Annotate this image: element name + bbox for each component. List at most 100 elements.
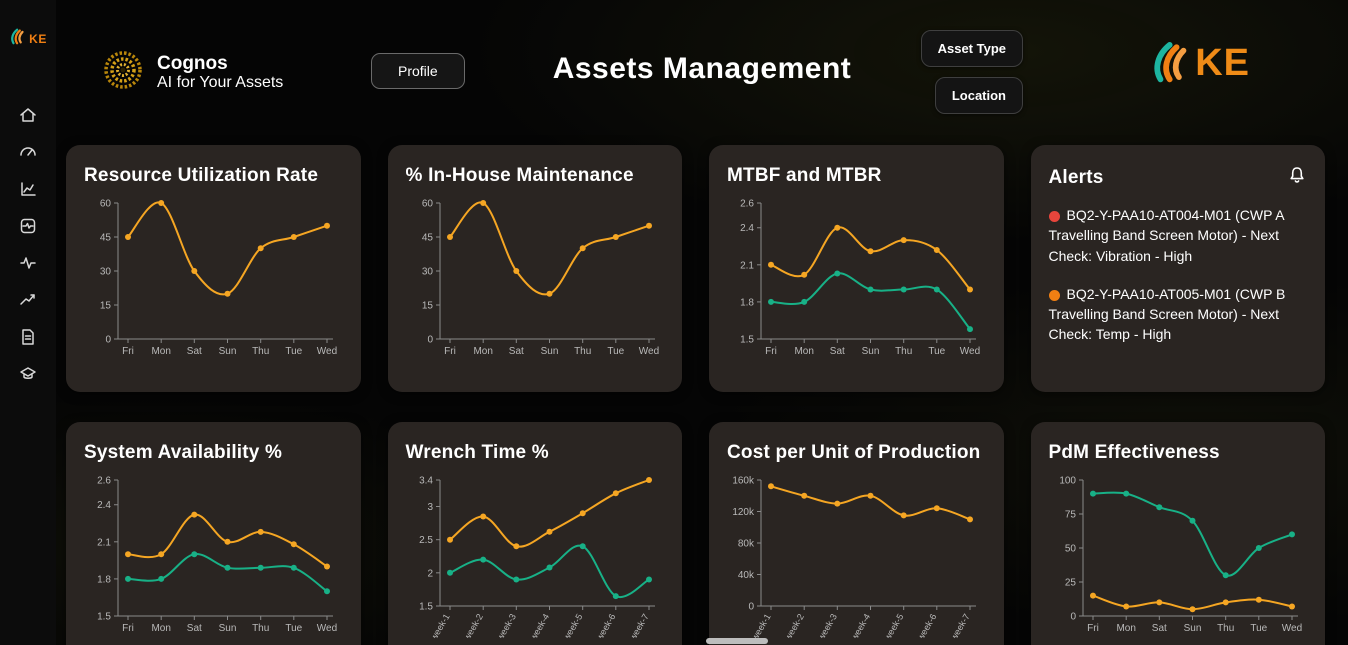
svg-text:Sun: Sun [862, 346, 880, 357]
sidebar-item-trends[interactable] [10, 284, 46, 321]
svg-text:Fri: Fri [444, 346, 456, 357]
svg-text:week-1: week-1 [428, 612, 452, 638]
svg-text:75: 75 [1064, 510, 1076, 521]
page-title: Assets Management [552, 52, 852, 85]
alerts-title: Alerts [1048, 167, 1104, 188]
sidebar-item-reports[interactable] [10, 321, 46, 358]
card-title: Cost per Unit of Production [727, 442, 981, 463]
svg-text:0: 0 [105, 335, 111, 346]
pdm-effectiveness-chart: 0 25 50 75 100 Fri Mon Sat Sun Thu Tue Wed [1049, 470, 1308, 638]
sidebar-item-training[interactable] [10, 358, 46, 395]
svg-text:Fri: Fri [765, 346, 777, 357]
svg-text:2.5: 2.5 [419, 535, 433, 546]
svg-text:2.6: 2.6 [740, 199, 754, 210]
mtbf-mtbr-chart: 1.5 1.8 2.1 2.4 2.6 Fri Mon Sat Sun Thu Tue Wed [727, 193, 986, 361]
report-icon [18, 327, 38, 352]
svg-text:Thu: Thu [895, 346, 912, 357]
sidebar: KE [0, 0, 56, 645]
bell-icon[interactable] [1287, 165, 1307, 191]
asset-type-button[interactable]: Asset Type [920, 30, 1023, 67]
card-alerts: Alerts BQ2-Y-PAA10-AT004-M01 (CWP A Trav… [1030, 145, 1325, 392]
card-cost-per-unit: Cost per Unit of Production 0 40k 80k 120k 1… [709, 422, 1004, 645]
svg-text:week-6: week-6 [593, 612, 617, 638]
svg-text:week-1: week-1 [749, 612, 773, 638]
alert-item: BQ2-Y-PAA10-AT004-M01 (CWP A Travelling … [1048, 205, 1308, 266]
svg-text:week-5: week-5 [882, 612, 906, 638]
svg-text:Tue: Tue [285, 346, 302, 357]
svg-text:Wed: Wed [960, 346, 980, 357]
sidebar-ke-text: KE [29, 31, 47, 46]
svg-text:week-3: week-3 [494, 612, 518, 638]
svg-text:160k: 160k [732, 476, 755, 487]
svg-text:2.4: 2.4 [740, 223, 754, 234]
trend-icon [18, 290, 38, 315]
svg-text:15: 15 [100, 301, 112, 312]
svg-text:Wed: Wed [1281, 623, 1301, 634]
location-button[interactable]: Location [934, 77, 1023, 114]
svg-text:0: 0 [748, 602, 754, 613]
sidebar-item-activity[interactable] [10, 247, 46, 284]
svg-text:Sat: Sat [1151, 623, 1166, 634]
svg-text:Wed: Wed [317, 623, 337, 634]
svg-text:2.6: 2.6 [97, 476, 111, 487]
svg-text:1.8: 1.8 [740, 297, 754, 308]
svg-text:Mon: Mon [1116, 623, 1135, 634]
card-title: Resource Utilization Rate [84, 165, 319, 186]
svg-text:2.4: 2.4 [97, 500, 111, 511]
svg-text:0: 0 [1070, 612, 1076, 623]
alert-item: BQ2-Y-PAA10-AT005-M01 (CWP B Travelling … [1048, 284, 1308, 345]
svg-text:week-7: week-7 [948, 612, 972, 638]
svg-text:Fri: Fri [122, 346, 134, 357]
svg-text:3: 3 [427, 502, 433, 513]
svg-text:120k: 120k [732, 507, 755, 518]
svg-text:Fri: Fri [122, 623, 134, 634]
profile-button[interactable]: Profile [371, 53, 465, 89]
card-pdm-effectiveness: PdM Effectiveness 0 25 50 75 100 Fri Mon Sat Sun… [1030, 422, 1325, 645]
svg-text:1.5: 1.5 [419, 602, 433, 613]
ke-logo-text: KE [1195, 42, 1250, 84]
card-system-availability: System Availability % 1.5 1.8 2.1 2.4 2.6 Fri… [66, 422, 361, 645]
svg-text:40k: 40k [738, 570, 755, 581]
svg-text:Tue: Tue [1250, 623, 1267, 634]
svg-text:25: 25 [1064, 578, 1076, 589]
svg-text:week-2: week-2 [461, 612, 485, 638]
svg-text:Thu: Thu [574, 346, 591, 357]
svg-text:week-7: week-7 [627, 612, 651, 638]
svg-text:1.5: 1.5 [97, 612, 111, 623]
learning-icon [18, 364, 38, 389]
sidebar-item-analytics[interactable] [10, 173, 46, 210]
svg-text:Sat: Sat [187, 346, 202, 357]
sidebar-ke-logo: KE [9, 26, 47, 51]
cognos-brand: Cognos AI for Your Assets [101, 48, 283, 97]
svg-text:Thu: Thu [1217, 623, 1234, 634]
sidebar-item-performance[interactable] [10, 136, 46, 173]
alert-text: BQ2-Y-PAA10-AT005-M01 (CWP B Travelling … [1048, 285, 1286, 343]
cognos-logo-icon [101, 48, 145, 97]
card-title: MTBF and MTBR [727, 165, 882, 186]
sidebar-item-home[interactable] [10, 99, 46, 136]
card-title: System Availability % [84, 442, 283, 463]
brand-name: Cognos [157, 52, 228, 74]
svg-text:Wed: Wed [317, 346, 337, 357]
svg-text:2.1: 2.1 [97, 537, 111, 548]
flame-icon [9, 26, 27, 51]
svg-text:Wed: Wed [638, 346, 658, 357]
svg-text:Mon: Mon [151, 346, 170, 357]
svg-text:3.4: 3.4 [419, 476, 433, 487]
card-mtbf-mtbr: MTBF and MTBR 1.5 1.8 2.1 2.4 2.6 Fri Mon Sat Su… [709, 145, 1004, 392]
sidebar-item-asset-health[interactable] [10, 210, 46, 247]
svg-text:1.5: 1.5 [740, 335, 754, 346]
svg-text:week-5: week-5 [560, 612, 584, 638]
svg-text:Mon: Mon [473, 346, 492, 357]
cost-per-unit-chart: 0 40k 80k 120k 160k week-1 week-2 week-3 week-4 w… [727, 470, 986, 643]
filter-buttons: Asset Type Location [920, 30, 1023, 114]
svg-text:Sun: Sun [1183, 623, 1201, 634]
svg-text:Sat: Sat [830, 346, 845, 357]
top-header: Cognos AI for Your Assets Profile Assets… [56, 0, 1348, 145]
gauge-icon [18, 142, 38, 167]
svg-text:week-6: week-6 [915, 612, 939, 638]
svg-text:Thu: Thu [252, 346, 269, 357]
svg-text:45: 45 [100, 233, 112, 244]
home-icon [18, 105, 38, 130]
horizontal-scrollbar-thumb[interactable] [706, 638, 768, 644]
